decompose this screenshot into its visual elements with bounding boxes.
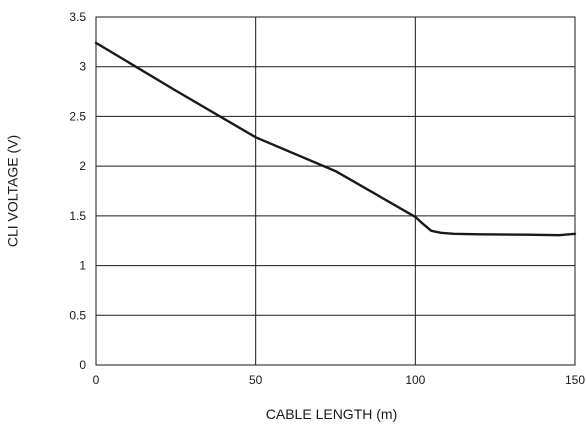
y-tick-label: 2 — [79, 159, 86, 173]
y-tick-label: 1.5 — [69, 209, 86, 223]
x-tick-label: 150 — [565, 373, 585, 387]
x-axis-ticks: 0 50 100 150 — [93, 373, 586, 387]
y-tick-label: 3 — [79, 60, 86, 74]
x-axis-label: CABLE LENGTH (m) — [266, 406, 397, 422]
y-tick-label: 1 — [79, 259, 86, 273]
y-axis-label: CLI VOLTAGE (V) — [5, 135, 21, 247]
y-tick-label: 2.5 — [69, 109, 86, 123]
x-tick-label: 50 — [249, 373, 263, 387]
plot-frame — [95, 16, 576, 366]
y-tick-label: 0.5 — [69, 308, 86, 322]
y-tick-label: 0 — [79, 358, 86, 372]
series-layer — [94, 41, 577, 237]
grid — [96, 17, 575, 365]
y-axis-ticks: 0 0.5 1 1.5 2 2.5 3 3.5 — [69, 10, 86, 372]
x-tick-label: 100 — [405, 373, 425, 387]
x-tick-label: 0 — [93, 373, 100, 387]
series-line — [94, 41, 577, 237]
y-tick-label: 3.5 — [69, 10, 86, 24]
